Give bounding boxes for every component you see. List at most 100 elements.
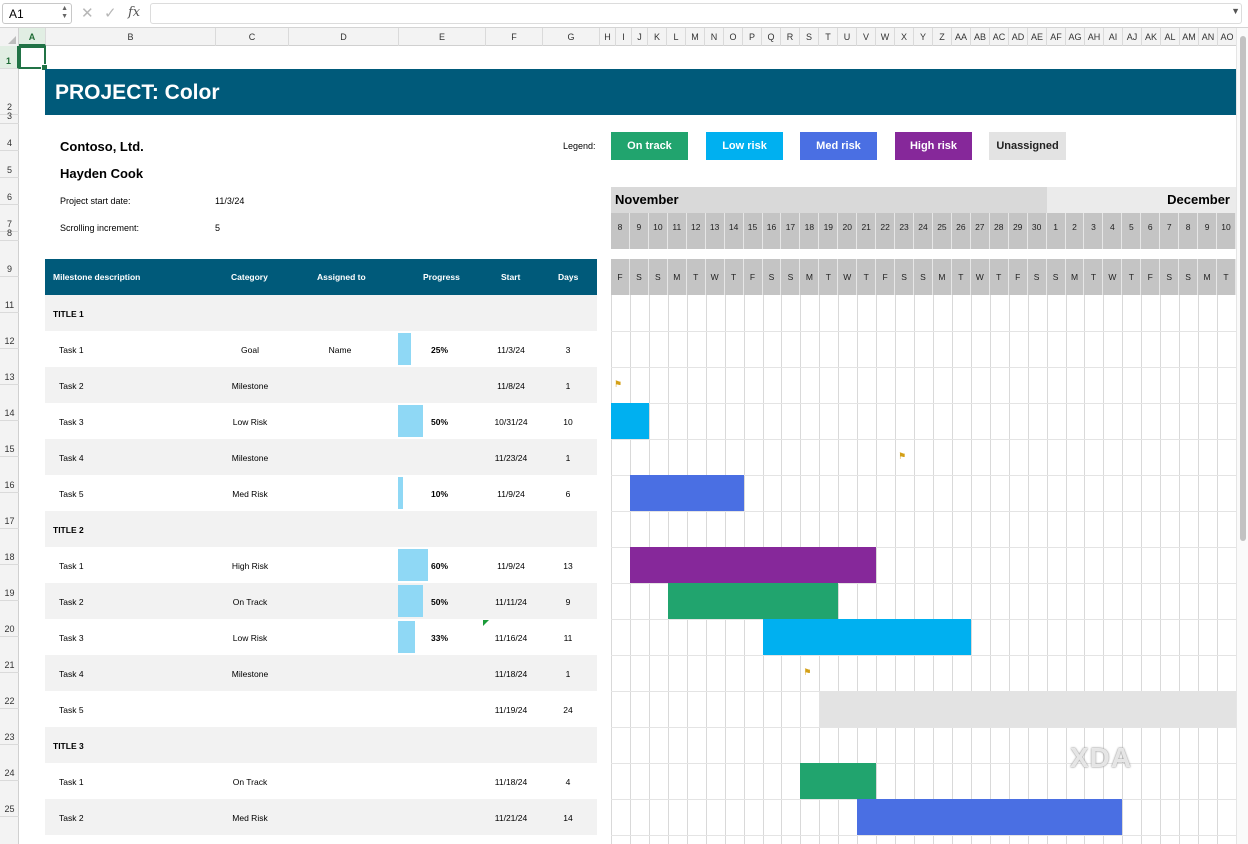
confirm-icon[interactable]: ✓ bbox=[104, 5, 117, 22]
row-header-14[interactable]: 14 bbox=[0, 385, 19, 421]
column-header-m[interactable]: M bbox=[686, 28, 705, 46]
task-start-date[interactable]: 11/8/24 bbox=[497, 381, 525, 391]
gantt-bar[interactable] bbox=[819, 691, 1236, 727]
expand-formula-bar-icon[interactable]: ▼ bbox=[1231, 6, 1240, 16]
task-start-date[interactable]: 11/18/24 bbox=[494, 669, 528, 679]
column-header-ac[interactable]: AC bbox=[990, 28, 1009, 46]
task-description[interactable]: Task 5 bbox=[59, 489, 84, 499]
task-progress[interactable]: 10% bbox=[431, 489, 449, 499]
formula-input[interactable] bbox=[150, 3, 1242, 24]
task-category[interactable]: High Risk bbox=[231, 561, 269, 571]
row-header-9[interactable]: 9 bbox=[0, 241, 19, 277]
column-header-y[interactable]: Y bbox=[914, 28, 933, 46]
column-header-e[interactable]: E bbox=[399, 28, 486, 46]
task-description[interactable]: Task 5 bbox=[59, 705, 84, 715]
column-header-t[interactable]: T bbox=[819, 28, 838, 46]
task-description[interactable]: Task 3 bbox=[59, 633, 84, 643]
row-header-16[interactable]: 16 bbox=[0, 457, 19, 493]
task-row[interactable]: Task 3 Low Risk 50% 10/31/24 10 bbox=[45, 403, 597, 439]
column-header-aa[interactable]: AA bbox=[952, 28, 971, 46]
task-row[interactable]: Task 5 Med Risk 10% 11/9/24 6 bbox=[45, 475, 597, 511]
row-header-8[interactable]: 8 bbox=[0, 228, 19, 241]
task-start-date[interactable]: 11/11/24 bbox=[495, 597, 527, 607]
cancel-icon[interactable]: ✕ bbox=[81, 5, 94, 22]
column-header-z[interactable]: Z bbox=[933, 28, 952, 46]
task-start-date[interactable]: 11/3/24 bbox=[497, 345, 525, 355]
gantt-bar[interactable] bbox=[667, 583, 839, 619]
task-days[interactable]: 9 bbox=[565, 597, 571, 607]
task-description[interactable]: Task 4 bbox=[59, 669, 84, 679]
task-days[interactable]: 1 bbox=[565, 669, 571, 679]
column-header-ag[interactable]: AG bbox=[1066, 28, 1085, 46]
row-header-4[interactable]: 4 bbox=[0, 124, 19, 151]
column-header-n[interactable]: N bbox=[705, 28, 724, 46]
column-header-c[interactable]: C bbox=[216, 28, 289, 46]
insert-function-icon[interactable]: fx bbox=[128, 5, 141, 20]
section-title-row[interactable]: TITLE 1 bbox=[45, 295, 597, 331]
column-header-q[interactable]: Q bbox=[762, 28, 781, 46]
task-days[interactable]: 24 bbox=[563, 705, 573, 715]
column-header-ai[interactable]: AI bbox=[1104, 28, 1123, 46]
task-description[interactable]: Task 1 bbox=[59, 345, 84, 355]
column-header-v[interactable]: V bbox=[857, 28, 876, 46]
row-header-1[interactable]: 1 bbox=[0, 46, 19, 69]
task-description[interactable]: Task 1 bbox=[59, 561, 84, 571]
task-description[interactable]: Task 2 bbox=[59, 597, 84, 607]
task-description[interactable]: Task 4 bbox=[59, 453, 84, 463]
row-header-11[interactable]: 11 bbox=[0, 277, 19, 313]
name-box[interactable]: A1 ▲ ▼ bbox=[2, 3, 72, 24]
column-header-f[interactable]: F bbox=[486, 28, 543, 46]
column-header-ah[interactable]: AH bbox=[1085, 28, 1104, 46]
task-assignee[interactable]: Name bbox=[328, 345, 352, 355]
task-start-date[interactable]: 11/19/24 bbox=[494, 705, 528, 715]
task-start-date[interactable]: 11/21/24 bbox=[494, 813, 528, 823]
row-header-23[interactable]: 23 bbox=[0, 709, 19, 745]
task-days[interactable]: 6 bbox=[565, 489, 571, 499]
column-header-ak[interactable]: AK bbox=[1142, 28, 1161, 46]
task-description[interactable]: Task 1 bbox=[59, 777, 84, 787]
row-header-21[interactable]: 21 bbox=[0, 637, 19, 673]
row-header-20[interactable]: 20 bbox=[0, 601, 19, 637]
gantt-bar[interactable] bbox=[629, 547, 877, 583]
task-start-date[interactable]: 11/9/24 bbox=[497, 489, 525, 499]
task-days[interactable]: 13 bbox=[563, 561, 573, 571]
task-category[interactable]: Low Risk bbox=[232, 417, 268, 427]
column-header-an[interactable]: AN bbox=[1199, 28, 1218, 46]
column-header-x[interactable]: X bbox=[895, 28, 914, 46]
task-row[interactable]: Task 1 On Track 11/18/24 4 bbox=[45, 763, 597, 799]
task-row[interactable]: Task 4 Milestone 11/18/24 1 bbox=[45, 655, 597, 691]
task-days[interactable]: 1 bbox=[565, 381, 571, 391]
column-header-al[interactable]: AL bbox=[1161, 28, 1180, 46]
selected-cell-a1[interactable] bbox=[19, 46, 48, 71]
task-start-date[interactable]: 11/18/24 bbox=[494, 777, 528, 787]
task-category[interactable]: Med Risk bbox=[232, 813, 268, 823]
gantt-bar[interactable] bbox=[611, 403, 649, 439]
task-days[interactable]: 3 bbox=[565, 345, 571, 355]
column-header-ao[interactable]: AO bbox=[1218, 28, 1237, 46]
column-header-aj[interactable]: AJ bbox=[1123, 28, 1142, 46]
increment-value[interactable]: 5 bbox=[215, 223, 221, 233]
worksheet-grid[interactable]: PROJECT: Color Contoso, Ltd. Hayden Cook… bbox=[19, 46, 1248, 844]
gantt-bar[interactable] bbox=[857, 799, 1123, 835]
select-all-corner[interactable] bbox=[0, 28, 19, 46]
column-header-u[interactable]: U bbox=[838, 28, 857, 46]
row-header-3[interactable]: 3 bbox=[0, 111, 19, 124]
column-header-am[interactable]: AM bbox=[1180, 28, 1199, 46]
task-start-date[interactable]: 11/16/24 bbox=[494, 633, 528, 643]
column-header-h[interactable]: H bbox=[600, 28, 616, 46]
task-description[interactable]: Task 2 bbox=[59, 381, 84, 391]
task-description[interactable]: Task 3 bbox=[59, 417, 84, 427]
column-header-g[interactable]: G bbox=[543, 28, 600, 46]
task-category[interactable]: On Track bbox=[232, 777, 268, 787]
task-days[interactable]: 4 bbox=[565, 777, 571, 787]
column-header-l[interactable]: L bbox=[667, 28, 686, 46]
task-row[interactable]: Task 2 On Track 50% 11/11/24 9 bbox=[45, 583, 597, 619]
row-header-24[interactable]: 24 bbox=[0, 745, 19, 781]
task-progress[interactable]: 50% bbox=[431, 417, 449, 427]
row-header-18[interactable]: 18 bbox=[0, 529, 19, 565]
task-days[interactable]: 10 bbox=[563, 417, 573, 427]
task-description[interactable]: Task 2 bbox=[59, 813, 84, 823]
start-date-value[interactable]: 11/3/24 bbox=[215, 196, 245, 206]
gantt-bar[interactable] bbox=[629, 475, 744, 511]
column-header-ae[interactable]: AE bbox=[1028, 28, 1047, 46]
